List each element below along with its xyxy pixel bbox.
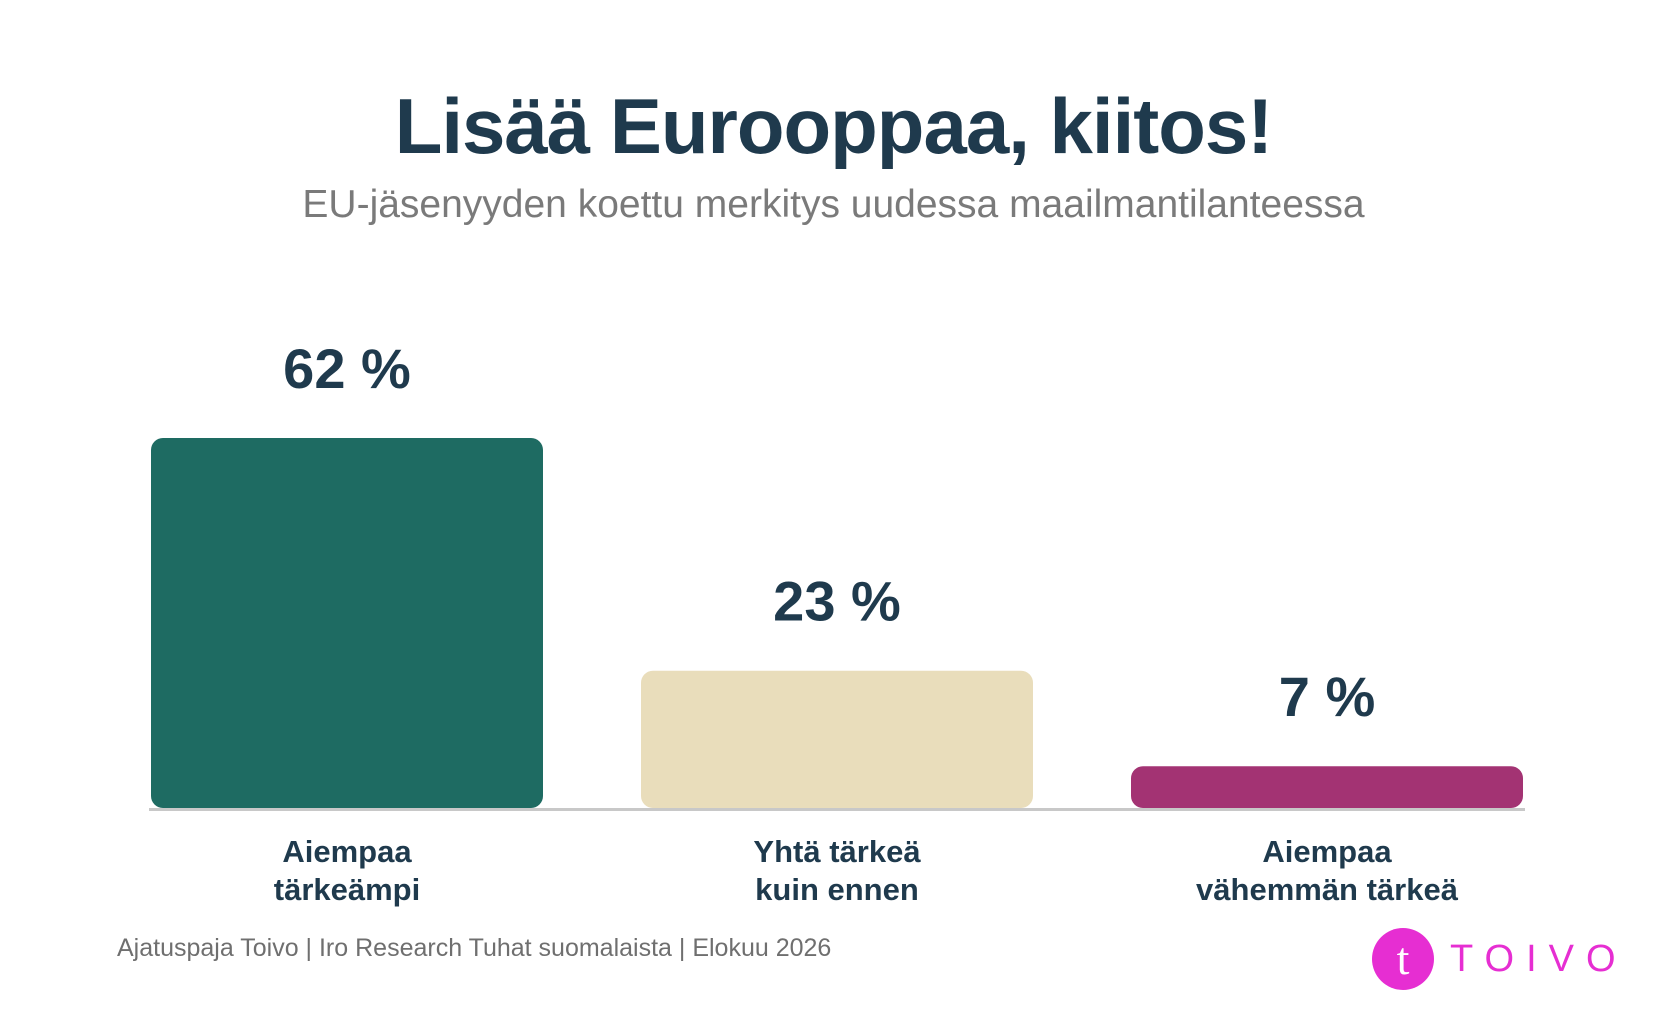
value-label-3: 7 % <box>1279 665 1376 728</box>
category-label-1-line-1: Aiempaa <box>282 834 412 869</box>
category-label-3-line-1: Aiempaa <box>1262 834 1392 869</box>
category-label-2-line-1: Yhtä tärkeä <box>753 834 921 869</box>
chart-subtitle: EU-jäsenyyden koettu merkitys uudessa ma… <box>302 183 1365 226</box>
bar-3 <box>1131 766 1523 808</box>
category-label-3-line-2: vähemmän tärkeä <box>1196 872 1459 907</box>
brand-logo: t TOIVO <box>1372 927 1628 991</box>
toivo-logo-icon: t <box>1372 928 1434 990</box>
category-label-1-line-2: tärkeämpi <box>274 872 420 907</box>
brand-name: TOIVO <box>1450 937 1628 980</box>
bar-2 <box>641 670 1033 808</box>
chart-title: Lisää Eurooppaa, kiitos! <box>394 82 1274 170</box>
value-label-1: 62 % <box>283 337 411 400</box>
category-label-2-line-2: kuin ennen <box>755 872 919 907</box>
value-label-2: 23 % <box>773 570 901 633</box>
source-note: Ajatuspaja Toivo | Iro Research Tuhat su… <box>117 934 832 962</box>
bar-1 <box>151 438 543 808</box>
